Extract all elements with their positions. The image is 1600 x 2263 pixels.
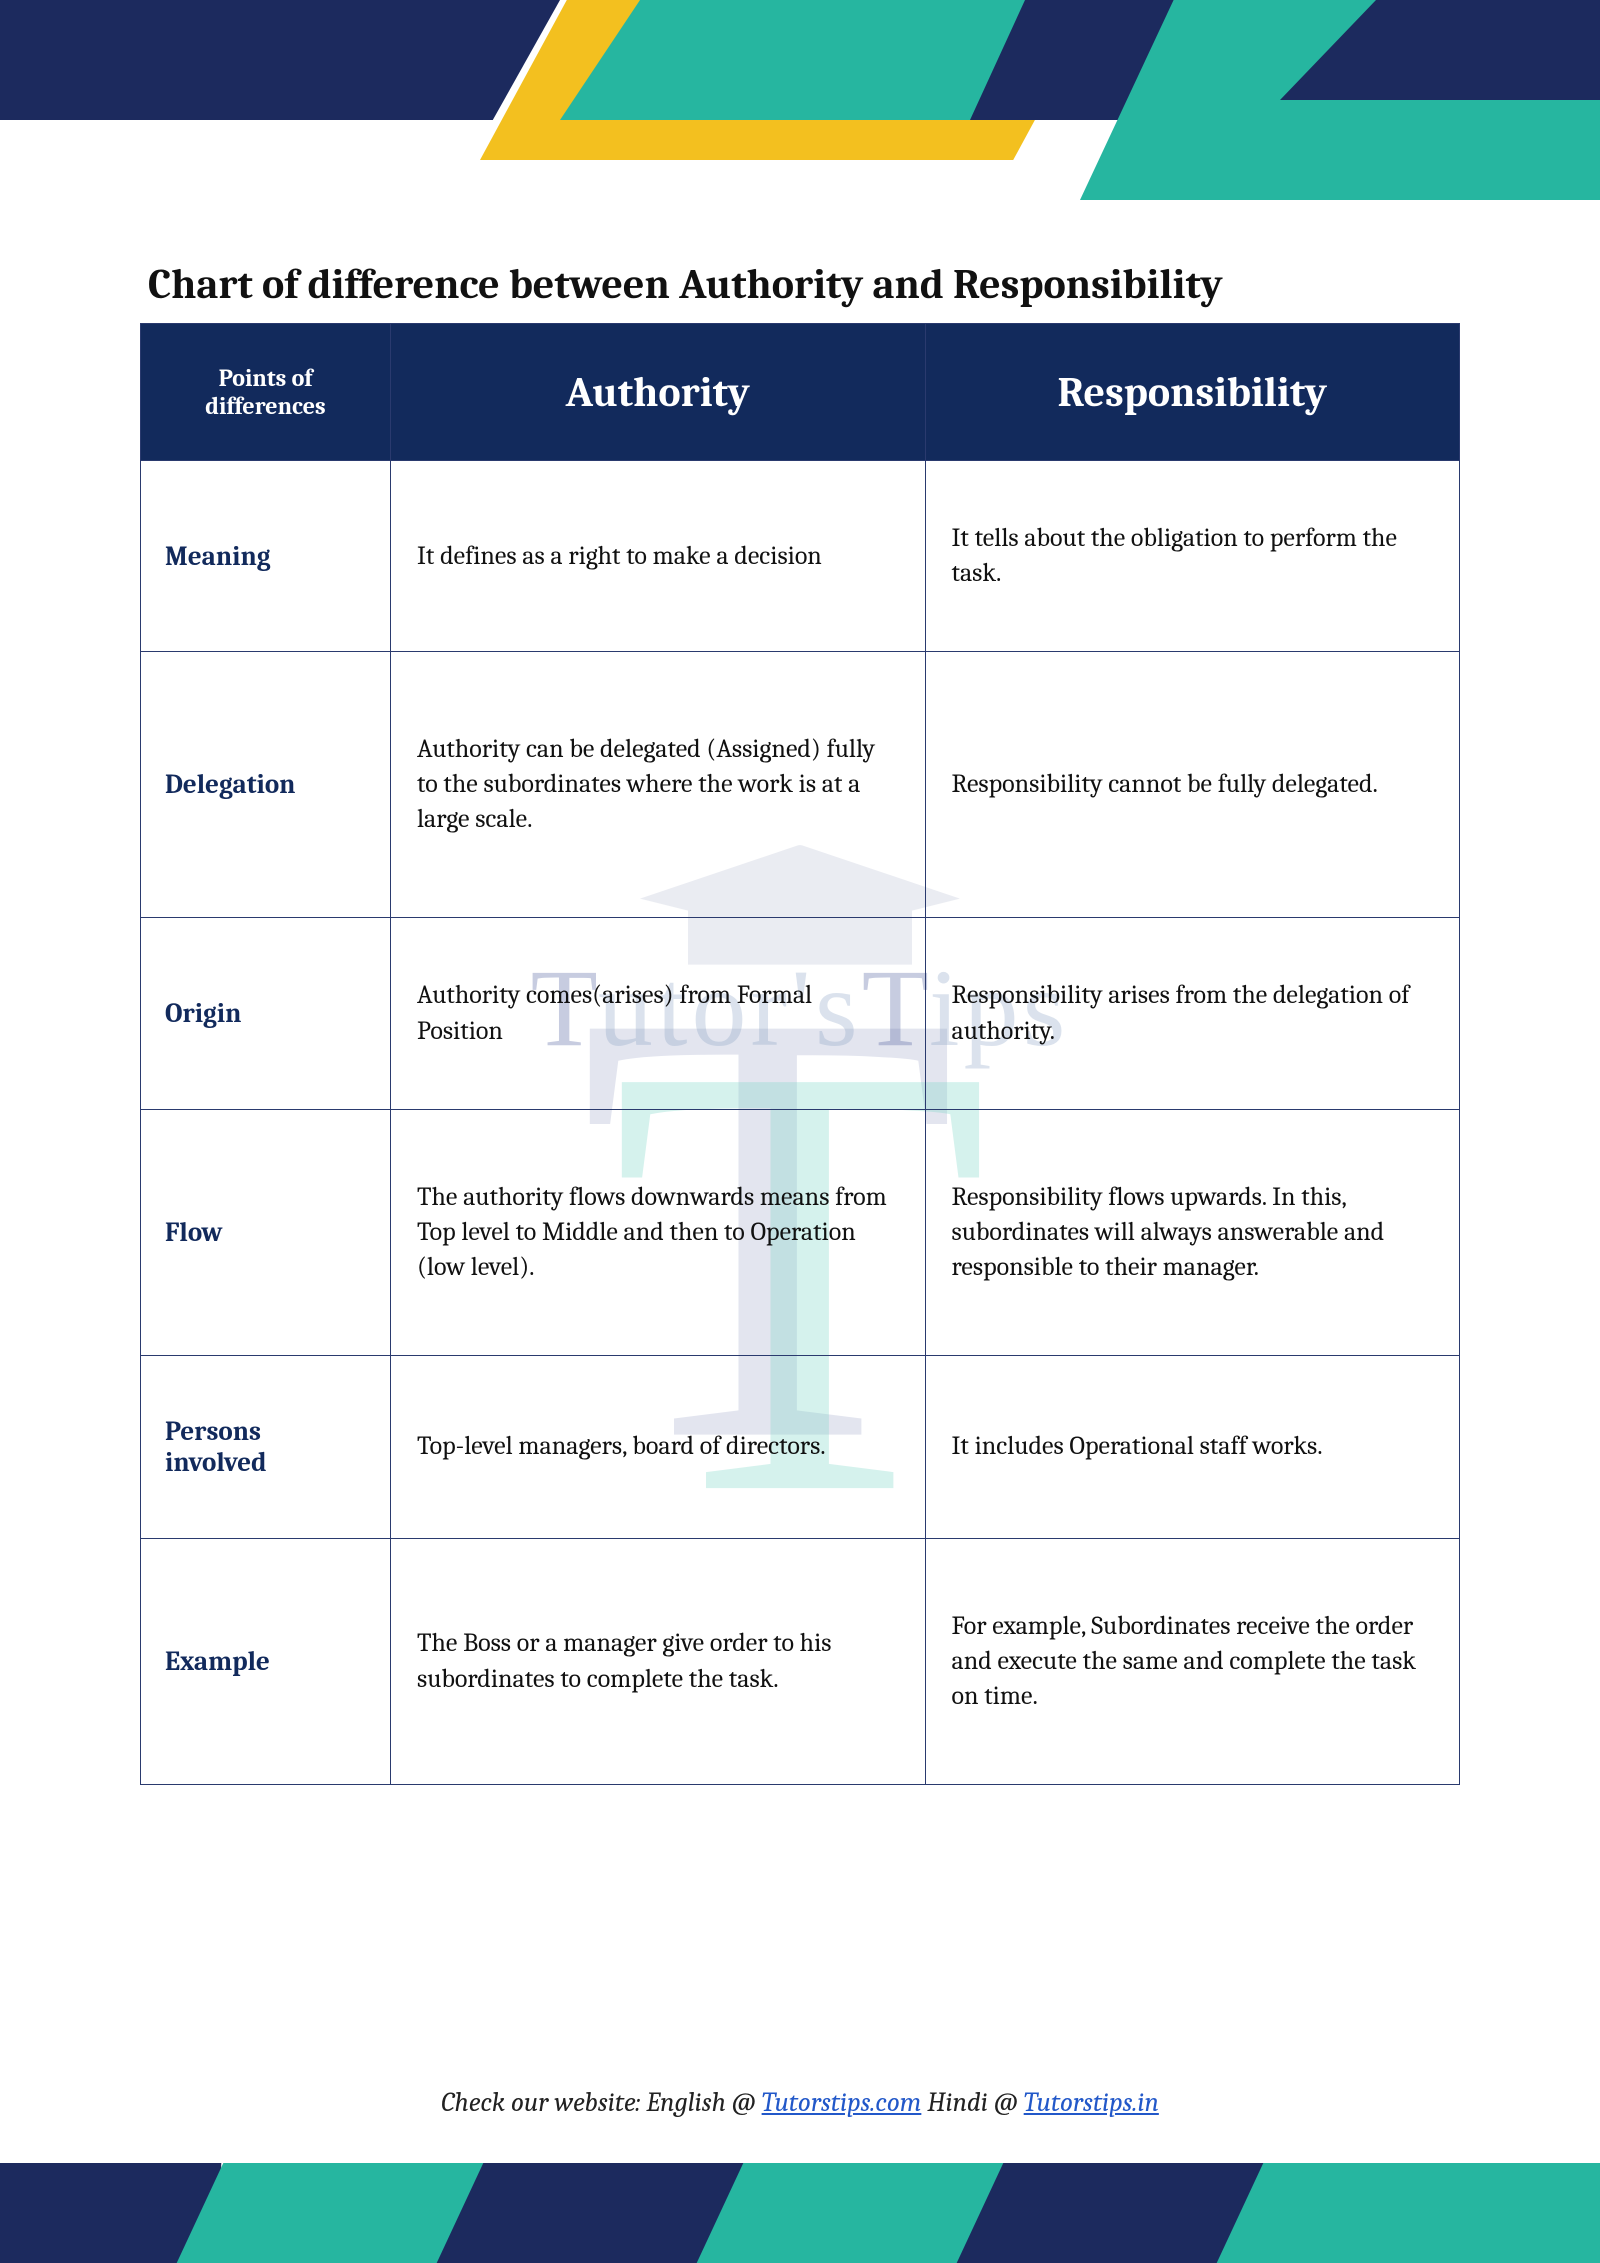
row-label: Persons involved — [141, 1355, 391, 1538]
table-row: Flow The authority flows downwards means… — [141, 1109, 1460, 1355]
cell-responsibility: Responsibility arises from the delegatio… — [925, 918, 1460, 1109]
cell-authority: Authority comes(arises) from Formal Posi… — [391, 918, 926, 1109]
table-row: Origin Authority comes(arises) from Form… — [141, 918, 1460, 1109]
banner-shape — [697, 2163, 1024, 2263]
cell-authority: Top-level managers, board of directors. — [391, 1355, 926, 1538]
comparison-table: Points of differences Authority Responsi… — [140, 323, 1460, 1785]
cell-authority: It defines as a right to make a decision — [391, 461, 926, 652]
bottom-banner — [0, 2123, 1600, 2263]
header-authority: Authority — [391, 324, 926, 461]
row-label: Delegation — [141, 652, 391, 918]
header-responsibility: Responsibility — [925, 324, 1460, 461]
table-row: Example The Boss or a manager give order… — [141, 1538, 1460, 1784]
banner-shape — [177, 2163, 504, 2263]
cell-authority: The Boss or a manager give order to his … — [391, 1538, 926, 1784]
header-points: Points of differences — [141, 324, 391, 461]
cell-responsibility: Responsibility cannot be fully delegated… — [925, 652, 1460, 918]
row-label: Flow — [141, 1109, 391, 1355]
cell-authority: Authority can be delegated (Assigned) fu… — [391, 652, 926, 918]
banner-shape — [0, 2163, 263, 2263]
banner-shape — [957, 2163, 1284, 2263]
page-content: Chart of difference between Authority an… — [140, 0, 1460, 1785]
table-row: Persons involved Top-level managers, boa… — [141, 1355, 1460, 1538]
cell-responsibility: Responsibility flows upwards. In this, s… — [925, 1109, 1460, 1355]
row-label: Origin — [141, 918, 391, 1109]
footer-text: Hindi @ — [927, 2087, 1023, 2118]
cell-authority: The authority flows downwards means from… — [391, 1109, 926, 1355]
footer-link-english[interactable]: Tutorstips.com — [762, 2087, 922, 2118]
banner-shape — [1217, 2163, 1600, 2263]
footer-link-hindi[interactable]: Tutorstips.in — [1024, 2087, 1159, 2118]
row-label: Meaning — [141, 461, 391, 652]
cell-responsibility: For example, Subordinates receive the or… — [925, 1538, 1460, 1784]
table-row: Delegation Authority can be delegated (A… — [141, 652, 1460, 918]
footer-text: Check our website: English @ — [441, 2087, 761, 2118]
row-label: Example — [141, 1538, 391, 1784]
banner-shape — [437, 2163, 764, 2263]
table-row: Meaning It defines as a right to make a … — [141, 461, 1460, 652]
cell-responsibility: It tells about the obligation to perform… — [925, 461, 1460, 652]
table-header-row: Points of differences Authority Responsi… — [141, 324, 1460, 461]
page-title: Chart of difference between Authority an… — [148, 260, 1460, 309]
footer: Check our website: English @ Tutorstips.… — [0, 2087, 1600, 2118]
cell-responsibility: It includes Operational staff works. — [925, 1355, 1460, 1538]
